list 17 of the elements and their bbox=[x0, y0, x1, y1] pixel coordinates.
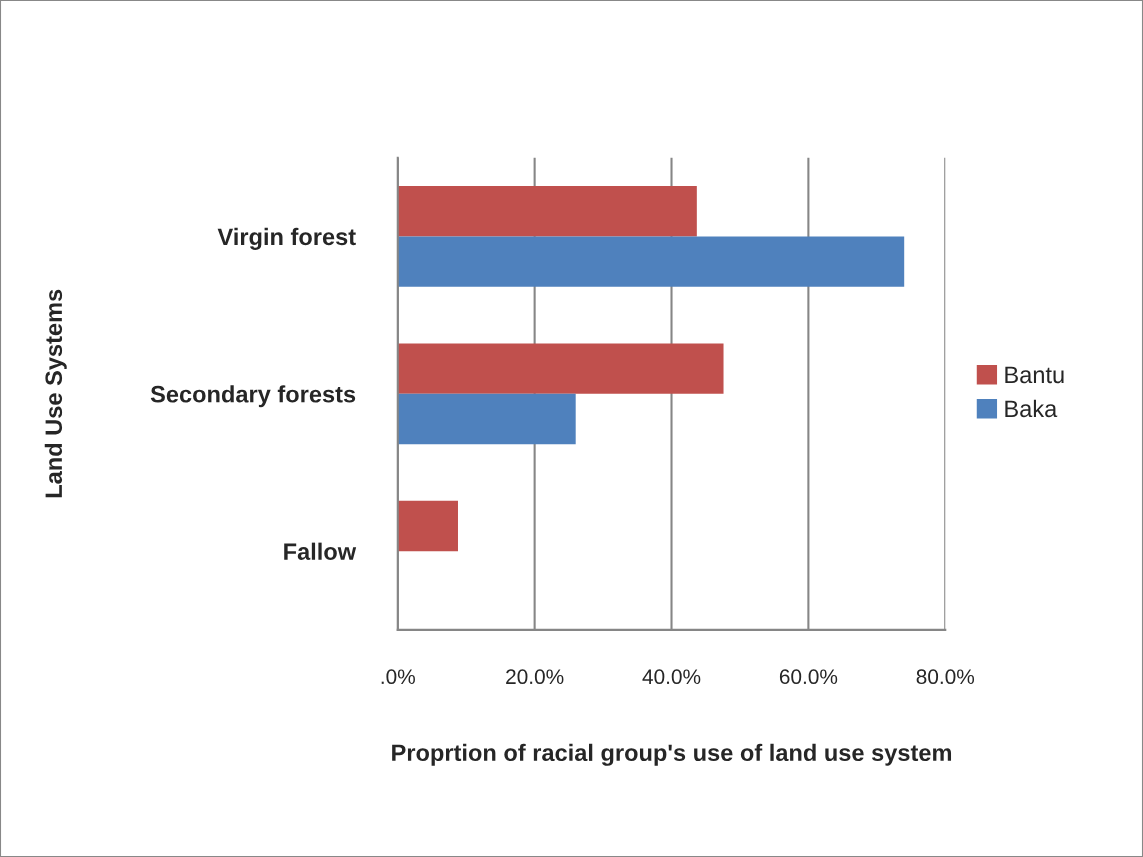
x-tick-label: 80.0% bbox=[916, 669, 975, 685]
x-axis-title: Proprtion of racial group's use of land use system bbox=[392, 743, 952, 766]
bar bbox=[397, 343, 724, 394]
x-tick-label: 20.0% bbox=[506, 669, 564, 685]
bar bbox=[397, 186, 697, 237]
y-tick-label: Fallow bbox=[284, 542, 357, 560]
bar bbox=[397, 393, 576, 445]
x-tick-label: 60.0% bbox=[779, 669, 838, 685]
y-tick-label: Secondary forests bbox=[150, 385, 356, 408]
bar bbox=[397, 500, 458, 552]
legend-label: Baka bbox=[1005, 399, 1058, 418]
x-tick-label: 40.0% bbox=[642, 669, 701, 685]
y-axis-title: Land Use Systems bbox=[44, 289, 67, 498]
x-tick-label: .0% bbox=[381, 669, 415, 685]
legend-label: Bantu bbox=[1005, 366, 1064, 384]
y-tick-label: Virgin forest bbox=[217, 227, 356, 250]
bar bbox=[397, 236, 905, 287]
